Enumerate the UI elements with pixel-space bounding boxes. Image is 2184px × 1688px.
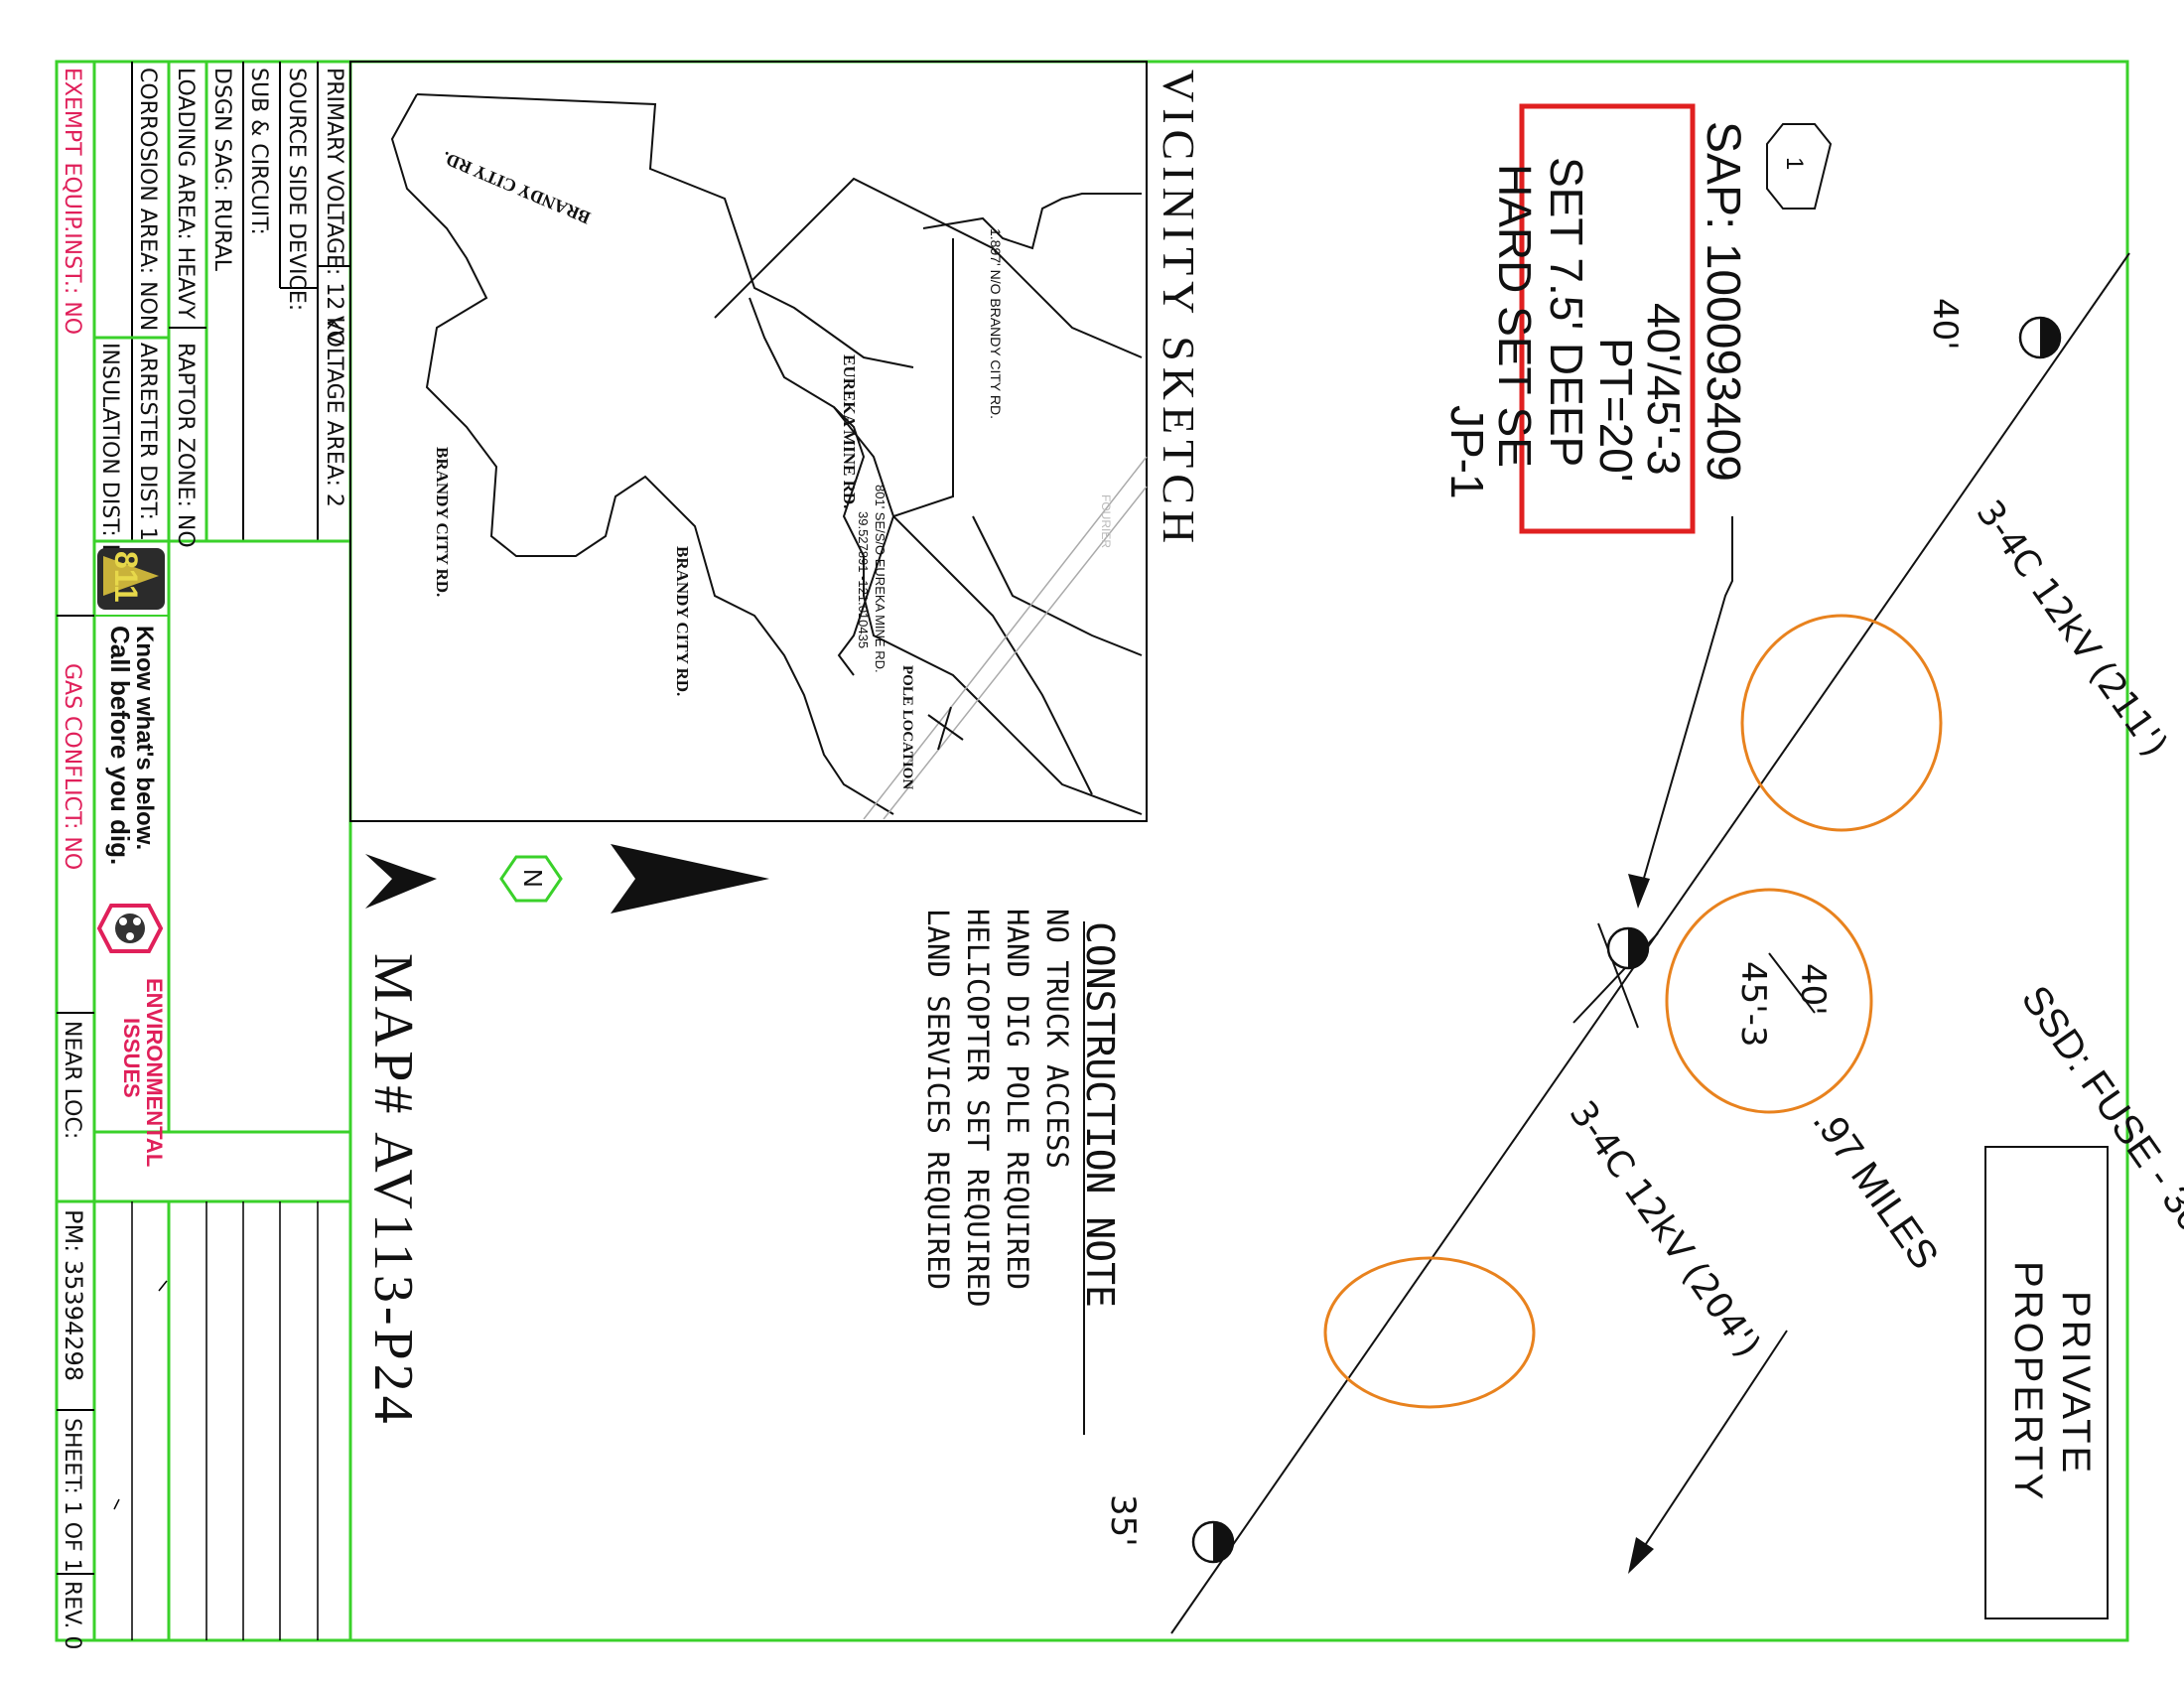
near-loc-label: NEAR LOC:	[60, 1021, 84, 1139]
primary-voltage-label: PRIMARY VOLTAGE: 12 kV	[322, 68, 346, 345]
faint-road-label: FOURIER	[1099, 494, 1113, 548]
ssd-direction-arrowhead	[1628, 1537, 1654, 1574]
callout-hard-set: HARD SET SE	[1489, 164, 1541, 468]
construction-note-line-4: LAND SERVICES REQUIRED	[921, 909, 955, 1290]
road-faint-1	[863, 456, 1148, 820]
span-label-lower: 3-4C 12kV (204')	[1562, 1094, 1768, 1365]
callout-pole-class: 40'/45'-3	[1638, 303, 1690, 476]
construction-note-line-3: HELICOPTER SET REQUIRED	[961, 909, 995, 1308]
callout-jp: JP-1	[1441, 405, 1493, 499]
north-arrow-icon: N	[365, 844, 769, 914]
exempt-equip-label: EXEMPT EQUIP.INST.: NO	[60, 68, 84, 335]
callout-sap-number: SAP: 100093409	[1697, 121, 1749, 482]
callout-number-tag: 1	[1766, 123, 1833, 210]
span-label-upper: 3-4C 12kV (211')	[1969, 493, 2175, 765]
callout-leader-arrowhead	[1628, 874, 1650, 909]
road-label-eureka-mine: EUREKA MINE RD.	[840, 354, 859, 508]
pole-bottom-height: 35'	[1103, 1494, 1143, 1547]
markup-circle-lower	[1323, 1256, 1536, 1409]
road-brandy-city-west	[416, 93, 914, 368]
title-block: PRIMARY VOLTAGE: 12 kV VOLTAGE AREA: 2 S…	[57, 62, 350, 1649]
pole-top-height: 40'	[1925, 298, 1965, 351]
vicinity-coordinates: 39.527891 -121.010435	[856, 511, 871, 648]
vicinity-sketch-title: VICINITY SKETCH	[1154, 70, 1204, 549]
vicinity-note-distance-1: 1.897' N/O BRANDY CITY RD.	[988, 228, 1004, 419]
callout-highlight-box	[1519, 103, 1696, 534]
pole-top-icon	[2018, 316, 2062, 359]
insulation-dist-label: INSULATION DIST: D	[97, 343, 122, 561]
know-whats-below-text: Know what's below.	[131, 626, 158, 850]
callout-leader-line	[1637, 516, 1733, 900]
ssd-direction-arrow-line	[1635, 1330, 1788, 1560]
construction-note-heading: CONSTRUCTION NOTE	[1078, 921, 1122, 1308]
private-property-box	[1984, 1146, 2109, 1619]
dsgn-sag-label: DSGN SAG: RURAL	[209, 68, 234, 272]
road-network-c	[749, 297, 1093, 795]
sheet-number-label: SHEET: 1 OF 1	[60, 1418, 84, 1573]
north-label: N	[518, 869, 548, 888]
revision-label: REV. 0	[60, 1581, 84, 1649]
corrosion-area-label: CORROSION AREA: NON	[135, 68, 160, 331]
markup-circle-center	[1665, 888, 1873, 1114]
primary-line	[1170, 252, 2130, 1634]
pole-center-old-height: 40'	[1793, 963, 1833, 1016]
sub-circuit-label: SUB & CIRCUIT:	[246, 68, 271, 235]
811-logo-text: 811	[108, 551, 144, 603]
construction-note-line-1: NO TRUCK ACCESS	[1040, 909, 1074, 1169]
road-network-b	[714, 177, 1143, 358]
pole-location-label: POLE LOCATION	[899, 665, 915, 789]
loading-area-label: LOADING AREA: HEAVY	[173, 68, 198, 320]
map-number: MAP# AV113-P24	[362, 953, 424, 1428]
pole-bottom-icon	[1191, 1520, 1235, 1564]
private-property-line2: PROPERTY	[2006, 1261, 2050, 1502]
environmental-issues-line2: ISSUES	[119, 1018, 144, 1098]
811-logo-icon: 811	[97, 548, 165, 610]
construction-note-line-2: HAND DIG POLE REQUIRED	[1001, 909, 1034, 1290]
voltage-area-label: VOLTAGE AREA: 2	[322, 316, 346, 507]
road-faint-2	[883, 486, 1148, 820]
road-network-e	[833, 406, 1143, 815]
callout-number: 1	[1781, 157, 1808, 170]
road-label-brandy-city-1: BRANDY CITY RD.	[439, 148, 593, 228]
road-label-brandy-city-2: BRANDY CITY RD.	[433, 447, 452, 597]
ssd-distance-label: .97 MILES	[1805, 1100, 1947, 1277]
vicinity-sketch-frame	[349, 61, 1148, 822]
callout-set-deep: SET 7.5' DEEP	[1541, 157, 1592, 467]
arrester-dist-label: ARRESTER DIST: 1	[135, 343, 160, 541]
road-network-d	[922, 193, 1142, 250]
pole-location-x-2	[937, 706, 952, 751]
pm-number-label: PM: 35394298	[60, 1209, 87, 1381]
pole-center-new-height: 45'-3	[1733, 961, 1773, 1048]
callout-pt: PT=20'	[1590, 338, 1642, 483]
environmental-issues-icon	[96, 904, 164, 953]
source-side-device-label: SOURCE SIDE DEVICE:	[284, 68, 309, 311]
vicinity-note-distance-2: 801' SE/S/O EUREKA MINE RD.	[873, 485, 887, 673]
road-label-brandy-city-3: BRANDY CITY RD.	[673, 546, 692, 696]
call-before-dig-text: Call before you dig.	[105, 626, 135, 865]
pole-center-strike	[1768, 952, 1816, 1014]
road-network-f	[972, 515, 1143, 656]
private-property-line1: PRIVATE	[2054, 1291, 2098, 1476]
vicinity-sketch: VICINITY SKETCH BRANDY CITY RD. EUREKA M…	[349, 61, 1204, 822]
environmental-issues-line1: ENVIRONMENTAL	[142, 978, 167, 1167]
raptor-zone-label: RAPTOR ZONE: NO	[173, 343, 198, 548]
pole-center-icon	[1606, 926, 1650, 970]
road-network-a	[390, 93, 894, 815]
construction-note: CONSTRUCTION NOTE NO TRUCK ACCESS HAND D…	[921, 909, 1122, 1435]
gas-conflict-label: GAS CONFLICT: NO	[60, 663, 84, 870]
road-network-g	[837, 238, 954, 676]
markup-circle-upper	[1740, 614, 1943, 832]
